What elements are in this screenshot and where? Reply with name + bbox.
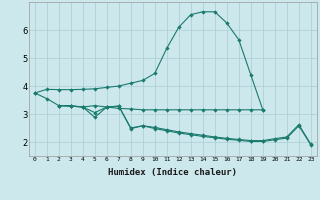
- X-axis label: Humidex (Indice chaleur): Humidex (Indice chaleur): [108, 168, 237, 177]
